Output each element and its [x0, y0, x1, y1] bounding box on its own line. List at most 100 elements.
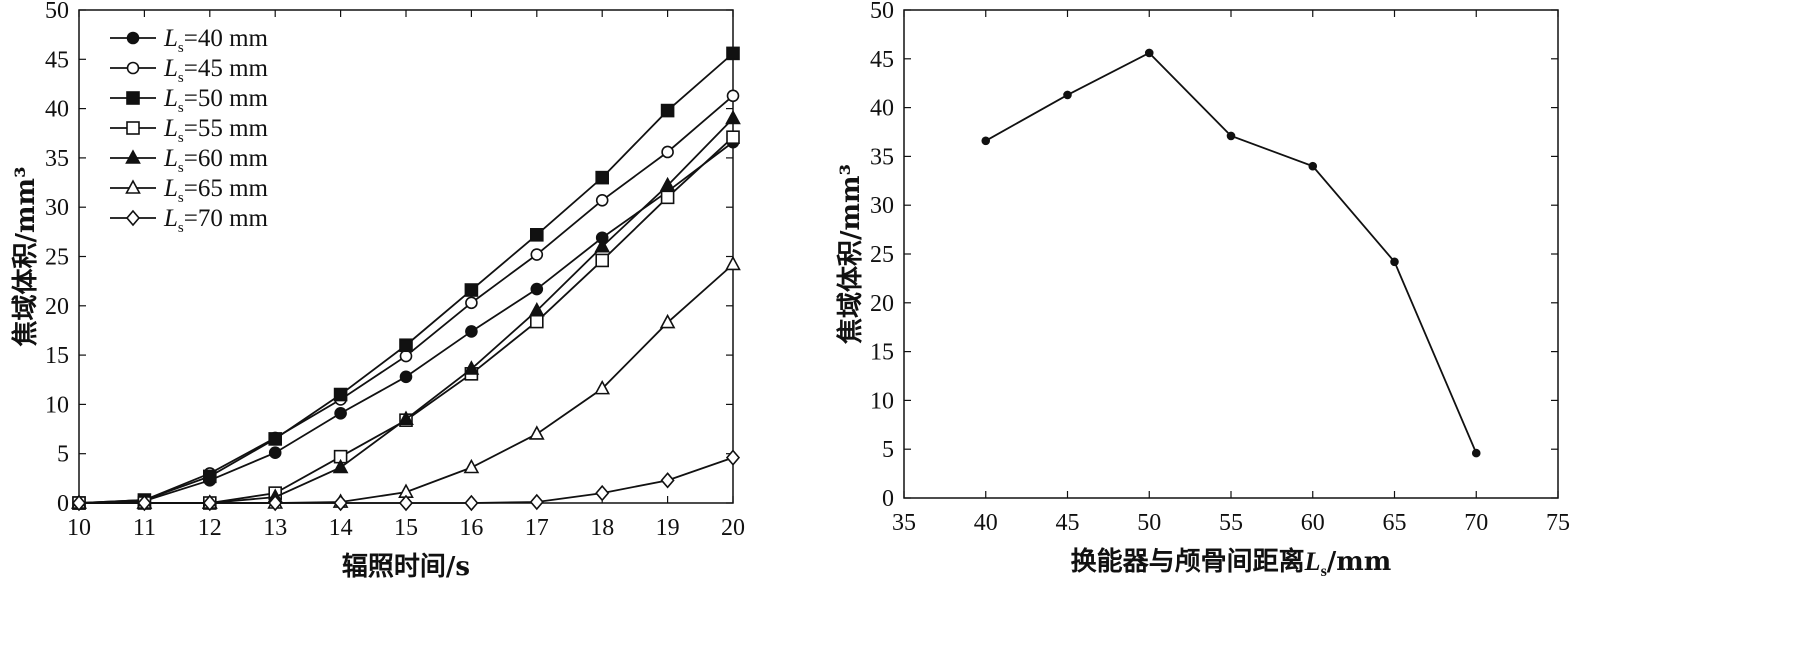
data-point	[464, 494, 479, 512]
chart-1: 10 11 12 13 14 15 16 17 18 19 20 0 5 10 15 20 25 30 35 40 45…	[10, 0, 745, 582]
legend-label: Ls=40 mm	[163, 25, 269, 56]
data-point	[332, 458, 349, 474]
data-point	[659, 313, 676, 329]
legend-label: Ls=50 mm	[163, 85, 269, 116]
data-point	[71, 494, 87, 512]
y-tick-label: 15	[870, 340, 894, 366]
y-tick-label: 5	[57, 442, 69, 468]
data-point	[726, 89, 740, 103]
x-tick-label: 50	[1137, 510, 1161, 536]
legend-label: Ls=45 mm	[163, 55, 269, 86]
data-point	[464, 283, 479, 297]
legend-label: Ls=55 mm	[163, 115, 269, 146]
data-point	[725, 449, 741, 466]
data-point	[660, 103, 675, 118]
data-point	[465, 325, 478, 338]
y-tick-label: 0	[57, 491, 69, 517]
data-point	[528, 425, 545, 440]
data-point	[399, 370, 413, 384]
x-tick-label: 13	[263, 515, 287, 541]
y-axis-label: 焦域体积/mm³	[10, 167, 41, 347]
y-tick-label: 30	[870, 193, 894, 219]
x-tick-label: 17	[525, 515, 549, 541]
data-point	[1471, 448, 1481, 458]
legend-label: Ls=70 mm	[163, 205, 269, 236]
data-point	[659, 176, 676, 192]
data-point	[399, 338, 413, 353]
data-point	[1144, 48, 1154, 58]
data-point	[660, 472, 675, 489]
legend-marker	[126, 61, 140, 75]
y-tick-label: 10	[870, 388, 894, 414]
y-tick-label: 50	[870, 0, 894, 24]
data-point	[595, 170, 610, 185]
x-tick-label: 15	[394, 515, 418, 541]
x-tick-label: 12	[198, 515, 222, 541]
x-tick-label: 10	[67, 515, 91, 541]
y-tick-label: 25	[870, 242, 894, 268]
chart-2: 35 40 45 50 55 60 65 70 75 0 5 10 15 20 25 30 35 40 45 50 焦域…	[835, 0, 1570, 580]
x-axis-label: 辐照时间/s	[342, 552, 470, 582]
y-tick-label: 20	[45, 294, 69, 320]
y-tick-label: 35	[870, 144, 894, 170]
legend-label: Ls=65 mm	[163, 175, 269, 206]
x-tick-label: 11	[133, 515, 156, 541]
x-tick-label: 18	[590, 515, 614, 541]
data-point	[529, 493, 544, 511]
y-tick-label: 40	[45, 97, 69, 123]
legend-marker	[126, 121, 140, 135]
data-point	[268, 432, 283, 446]
y-tick-label: 25	[45, 245, 69, 271]
data-point	[399, 349, 413, 363]
series-line	[79, 263, 734, 504]
data-point	[268, 494, 283, 512]
x-axis-label: 换能器与颅骨间距离Ls/mm	[1071, 546, 1392, 580]
data-point	[594, 237, 611, 253]
data-point	[981, 136, 991, 146]
x-tick-label: 60	[1301, 510, 1325, 536]
data-point	[595, 484, 610, 502]
data-point	[334, 406, 347, 420]
y-tick-label: 35	[45, 146, 69, 172]
data-point	[333, 387, 348, 402]
y-tick-label: 20	[870, 291, 894, 317]
data-point	[595, 253, 610, 268]
x-tick-label: 65	[1383, 510, 1407, 536]
data-point	[726, 130, 740, 144]
x-tick-label: 19	[656, 515, 680, 541]
data-point	[1390, 257, 1399, 267]
data-point	[463, 458, 480, 474]
data-point	[660, 190, 675, 205]
data-point	[202, 494, 217, 512]
data-point	[726, 46, 740, 61]
data-point	[463, 360, 480, 375]
legend-marker	[125, 209, 141, 227]
x-tick-label: 70	[1464, 510, 1488, 536]
data-point	[528, 302, 545, 317]
data-point	[529, 228, 544, 242]
data-point	[465, 296, 478, 310]
series-1	[981, 48, 1481, 458]
data-point	[661, 145, 674, 159]
x-tick-label: 20	[721, 515, 745, 541]
data-point	[1063, 90, 1072, 100]
data-point	[1226, 131, 1236, 141]
data-point	[398, 494, 414, 512]
legend-marker	[126, 31, 140, 45]
data-point	[725, 109, 741, 125]
x-tick-label: 75	[1546, 510, 1570, 536]
y-tick-label: 40	[870, 96, 894, 122]
x-tick-label: 16	[459, 515, 483, 541]
y-tick-label: 0	[882, 486, 894, 512]
data-point	[530, 282, 544, 296]
data-point	[203, 469, 217, 484]
data-point	[268, 446, 282, 460]
data-point	[398, 410, 414, 425]
data-point	[595, 193, 609, 207]
y-tick-label: 5	[882, 437, 894, 463]
data-point	[333, 494, 348, 512]
legend-label: Ls=60 mm	[163, 145, 269, 176]
series-line	[985, 51, 1478, 454]
